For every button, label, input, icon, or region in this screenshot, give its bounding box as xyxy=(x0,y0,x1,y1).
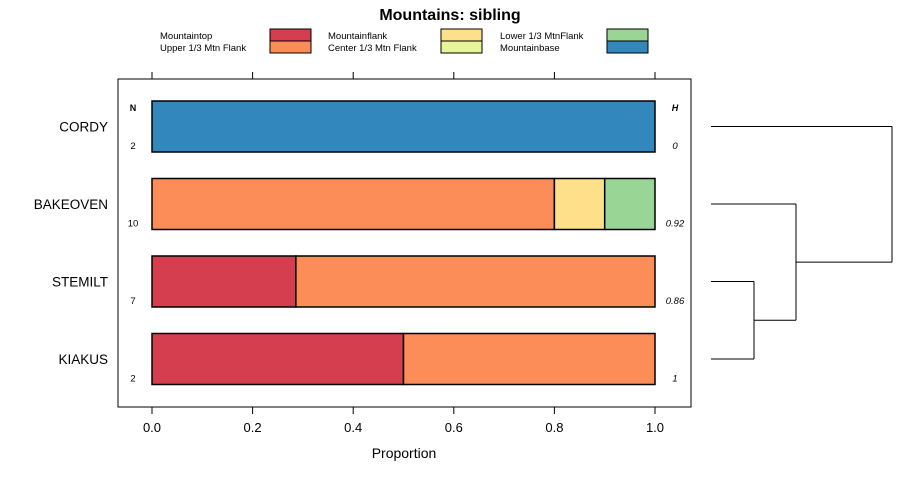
h-value: 1 xyxy=(672,374,677,385)
legend-swatch xyxy=(606,28,649,42)
bar-segment xyxy=(402,332,656,386)
row-label: BAKEOVEN xyxy=(34,197,108,212)
bar-segment xyxy=(603,177,656,231)
bar-segment xyxy=(151,100,656,153)
n-value: 2 xyxy=(130,374,135,385)
h-column-header: H xyxy=(672,103,679,113)
bar-segment xyxy=(553,177,606,231)
x-axis: 0.0 0.2 0.4 0.6 0.8 1.0 xyxy=(143,72,664,435)
h-value: 0.92 xyxy=(666,219,685,230)
n-column-header: N xyxy=(130,103,137,113)
h-value: 0.86 xyxy=(666,296,685,307)
chart-title: Mountains: sibling xyxy=(379,7,520,24)
x-tick-label: 0.4 xyxy=(344,420,362,435)
n-value: 10 xyxy=(128,219,139,230)
row-label: KIAKUS xyxy=(58,352,108,367)
legend-label: Mountainbase xyxy=(500,43,560,54)
bar-segment xyxy=(151,255,297,308)
legend-label: Upper 1/3 Mtn Flank xyxy=(160,43,246,54)
legend-swatch xyxy=(606,40,649,54)
legend-swatch xyxy=(269,40,312,54)
legend-swatch xyxy=(440,28,483,42)
dendrogram xyxy=(711,126,893,360)
x-tick-label: 0.6 xyxy=(445,420,463,435)
x-axis-label: Proportion xyxy=(372,445,437,461)
n-value: 2 xyxy=(130,141,135,152)
bar-segment xyxy=(295,255,656,308)
legend-swatch xyxy=(440,40,483,54)
bars-group xyxy=(151,100,656,386)
bar-segment xyxy=(151,177,556,231)
legend-label: Center 1/3 Mtn Flank xyxy=(328,43,417,54)
x-tick-label: 0.2 xyxy=(244,420,262,435)
legend-label: Mountainflank xyxy=(328,31,387,42)
plot-frame xyxy=(117,78,692,408)
legend-swatch xyxy=(269,28,312,42)
row-labels: CORDY 2 0 BAKEOVEN 10 0.92 STEMILT 7 0.86 KIAKUS 2… xyxy=(34,120,685,385)
n-value: 7 xyxy=(130,296,135,307)
bar-segment xyxy=(151,332,405,386)
x-tick-label: 0.0 xyxy=(143,420,161,435)
row-label: STEMILT xyxy=(52,275,108,290)
legend-label: Mountaintop xyxy=(160,31,212,42)
h-value: 0 xyxy=(672,141,678,152)
x-tick-label: 1.0 xyxy=(646,420,664,435)
legend-label: Lower 1/3 MtnFlank xyxy=(500,31,584,42)
x-tick-label: 0.8 xyxy=(545,420,563,435)
row-label: CORDY xyxy=(59,120,108,135)
